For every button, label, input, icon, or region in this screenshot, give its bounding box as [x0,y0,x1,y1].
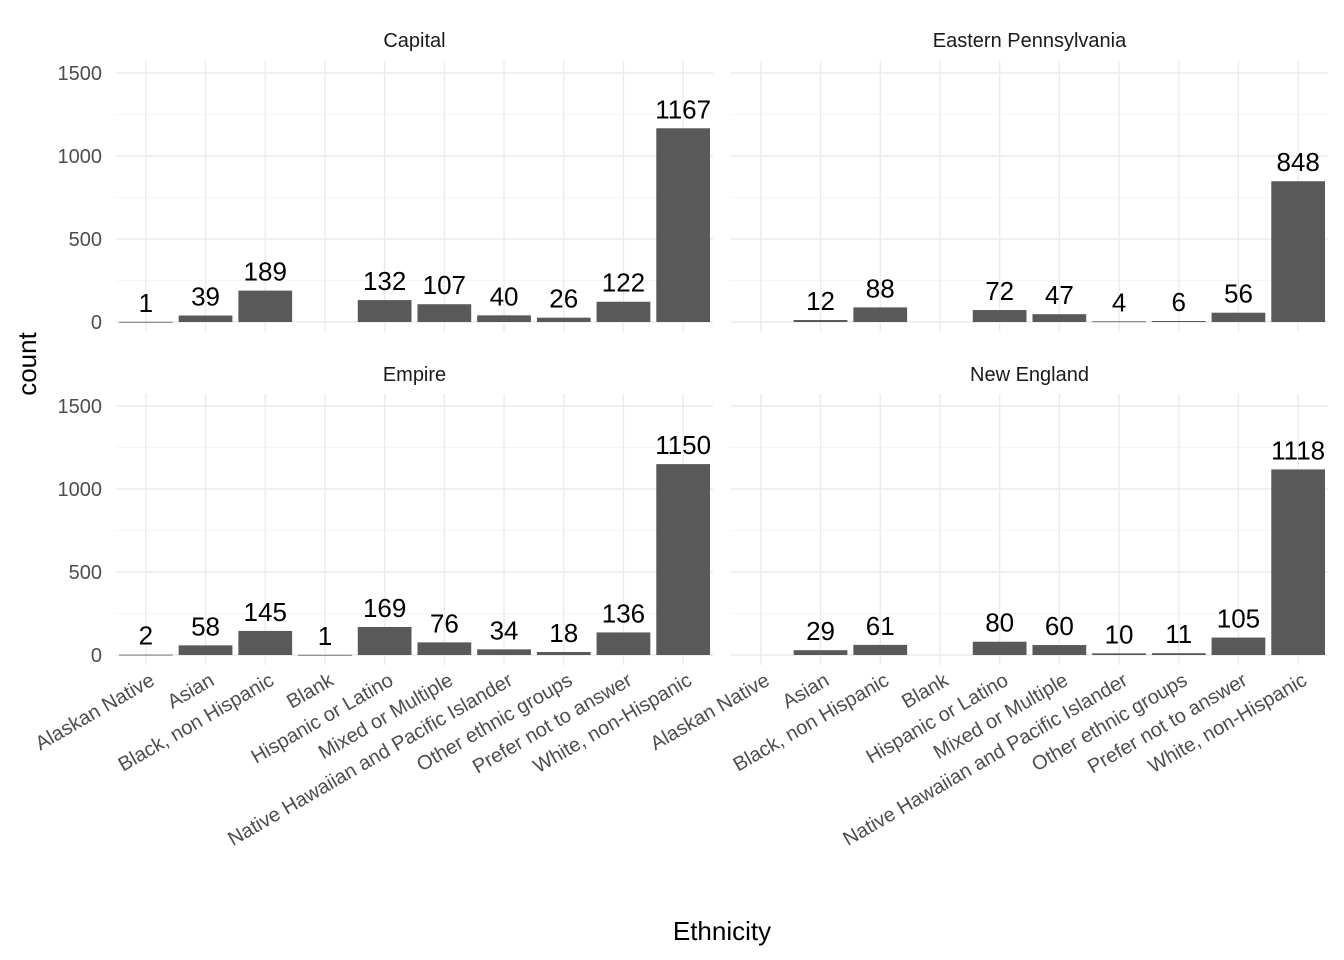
bar-value-label: 12 [806,286,835,316]
bar [1092,653,1146,655]
y-tick-label: 500 [69,562,102,584]
facet-panel-2: Eastern Pennsylvania 12 88 72 47 4 6 56 848 [731,30,1328,332]
bar-value-label: 1118 [1271,435,1325,465]
bar [298,654,352,656]
bar [656,128,711,322]
bar-value-label: 61 [866,611,895,641]
facet-panel-3: Empire 0 500 1000 1500 2 58 145 1 169 76 34 18 136 115… [32,364,713,851]
bar [178,315,233,322]
bar [238,630,293,655]
bar-value-label: 2 [139,621,153,651]
bar [972,310,1027,322]
bar-value-label: 80 [985,608,1014,638]
bar [238,290,293,322]
y-tick-label: 0 [91,312,102,334]
bar-value-label: 40 [490,281,519,311]
bar-value-label: 105 [1217,604,1260,634]
bar-value-label: 1 [318,621,332,651]
bar [853,307,908,322]
bar-value-label: 169 [363,593,406,623]
x-axis-title: Ethnicity [673,916,771,946]
y-tick-label: 1500 [58,396,103,418]
bar [118,654,173,656]
y-tick-label: 1000 [58,146,103,168]
facet-panel-1: Capital 0 500 1000 1500 1 39 189 132 107 40 26 122 11… [58,30,713,334]
bar [477,315,531,322]
y-tick-label: 1000 [58,479,103,501]
bar [1271,469,1326,655]
bar [477,649,531,655]
bar [1211,637,1266,655]
bar-value-label: 10 [1105,619,1134,649]
bar [1151,653,1206,655]
y-tick-label: 1500 [58,63,103,85]
bar [1032,314,1087,322]
bar [357,300,412,322]
bar [596,632,651,655]
bar [1151,321,1206,322]
bar-value-label: 56 [1224,279,1253,309]
bar [536,317,591,322]
bar-value-label: 26 [549,284,578,314]
bar-value-label: 34 [490,615,519,645]
bar-value-label: 6 [1172,287,1186,317]
bar [793,320,848,322]
bar-value-label: 88 [866,273,895,303]
bar-value-label: 136 [602,598,645,628]
bar [596,301,651,322]
bar [417,642,472,655]
bar-value-label: 29 [806,616,835,646]
bar [972,641,1027,655]
bar-value-label: 1150 [655,430,711,460]
bar-value-label: 132 [363,266,406,296]
bar [118,321,173,323]
bar [1032,645,1087,655]
y-tick-label: 0 [91,645,102,667]
bar-value-label: 122 [602,268,645,298]
bar [417,304,472,322]
facet-title: Capital [383,30,445,52]
bar [178,645,233,655]
bar-value-label: 145 [244,597,287,627]
y-axis-title: count [12,331,42,395]
bar-value-label: 58 [191,611,220,641]
bar-value-label: 18 [549,618,578,648]
facet-title: New England [970,364,1089,386]
bar-value-label: 60 [1045,611,1074,641]
bar [536,652,591,655]
bar [1092,321,1146,323]
y-tick-label: 500 [69,229,102,251]
bar [656,464,711,655]
bar [853,644,908,655]
bar-value-label: 848 [1276,147,1319,177]
bar [1211,312,1266,322]
facet-title: Empire [383,364,446,386]
bar-value-label: 107 [423,270,466,300]
bar-value-label: 76 [430,608,459,638]
bar-value-label: 72 [985,276,1014,306]
bar [1271,181,1326,322]
bar-value-label: 47 [1045,280,1074,310]
bar-value-label: 11 [1165,619,1192,649]
bar-value-label: 39 [191,282,220,312]
bar-value-label: 1 [139,288,153,318]
facet-title: Eastern Pennsylvania [933,30,1127,52]
bar-value-label: 1167 [655,94,711,124]
bar-value-label: 189 [244,257,287,287]
bar [357,626,412,655]
bar-value-label: 4 [1112,287,1126,317]
bar [793,650,848,655]
